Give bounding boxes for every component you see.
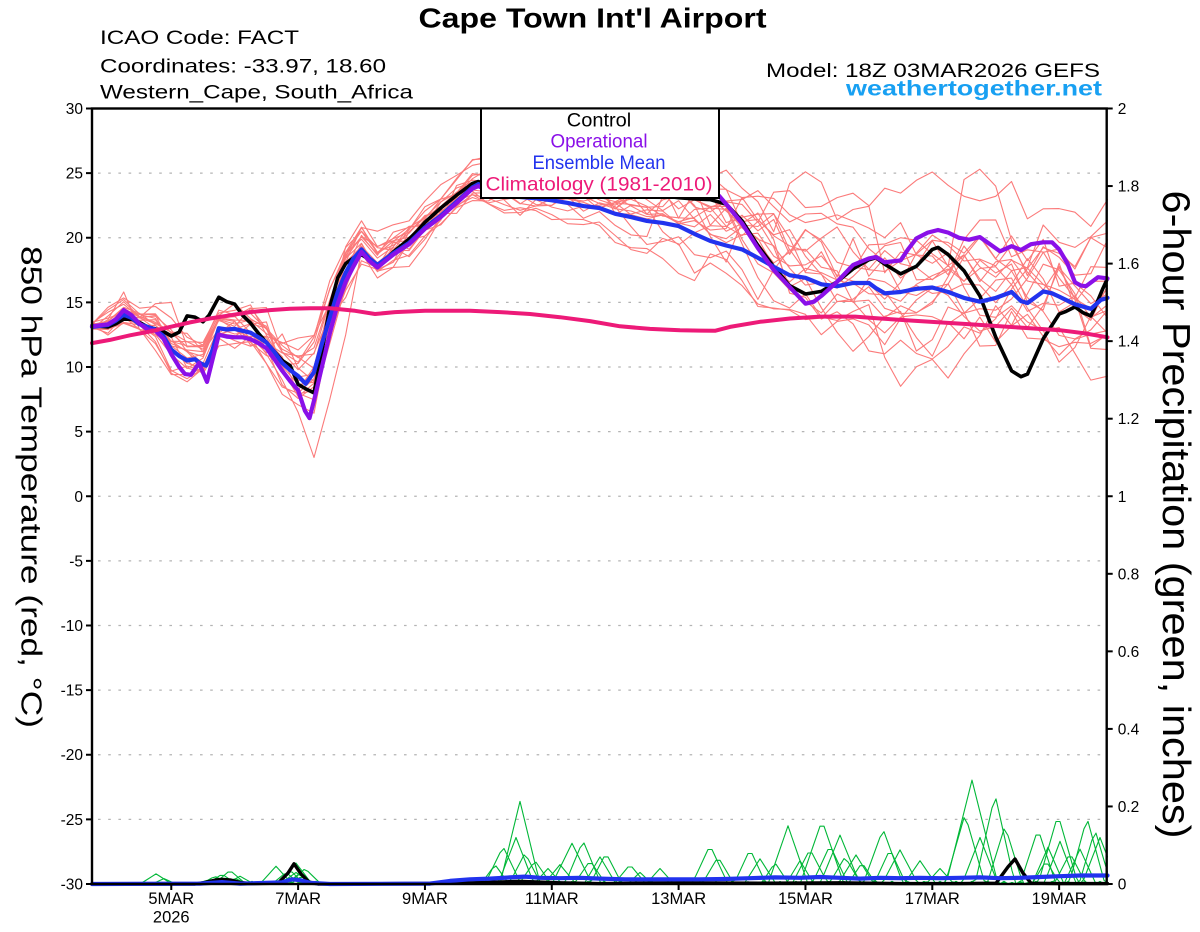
svg-text:7MAR: 7MAR (275, 890, 321, 908)
svg-text:1.2: 1.2 (1118, 411, 1140, 428)
svg-text:15MAR: 15MAR (778, 890, 833, 908)
svg-text:0.4: 0.4 (1118, 721, 1140, 738)
svg-text:-20: -20 (61, 747, 84, 764)
svg-text:1.4: 1.4 (1118, 334, 1140, 351)
svg-text:ICAO Code: FACT: ICAO Code: FACT (100, 27, 299, 49)
svg-text:Ensemble Mean: Ensemble Mean (533, 152, 666, 174)
svg-text:1: 1 (1118, 489, 1127, 506)
svg-text:10: 10 (66, 360, 84, 377)
svg-text:weathertogether.net: weathertogether.net (845, 78, 1102, 101)
svg-text:Operational: Operational (551, 131, 648, 153)
svg-text:-10: -10 (61, 618, 84, 635)
svg-text:2: 2 (1118, 101, 1127, 118)
svg-text:2026: 2026 (153, 909, 190, 927)
svg-text:0.6: 0.6 (1118, 644, 1140, 661)
svg-text:-15: -15 (61, 683, 83, 700)
svg-text:0.8: 0.8 (1118, 566, 1140, 583)
svg-text:6-hour Precipitation (green, i: 6-hour Precipitation (green, inches) (1154, 191, 1197, 839)
svg-text:-25: -25 (61, 812, 83, 829)
svg-text:25: 25 (66, 166, 83, 183)
svg-text:850 hPa Temperature (red, °C): 850 hPa Temperature (red, °C) (15, 246, 47, 728)
svg-text:1.8: 1.8 (1118, 179, 1140, 196)
svg-text:Western_Cape, South_Africa: Western_Cape, South_Africa (100, 82, 413, 104)
svg-text:5: 5 (74, 424, 83, 441)
svg-text:1.6: 1.6 (1118, 256, 1140, 273)
svg-text:5MAR: 5MAR (148, 890, 194, 908)
svg-text:19MAR: 19MAR (1032, 890, 1087, 908)
svg-text:Coordinates: -33.97, 18.60: Coordinates: -33.97, 18.60 (100, 56, 386, 78)
svg-text:Cape Town Int'l Airport: Cape Town Int'l Airport (419, 3, 767, 34)
svg-text:11MAR: 11MAR (525, 890, 579, 908)
svg-text:17MAR: 17MAR (905, 890, 960, 908)
svg-text:Control: Control (567, 110, 632, 132)
svg-text:Model: 18Z 03MAR2026 GEFS: Model: 18Z 03MAR2026 GEFS (766, 60, 1100, 82)
svg-text:15: 15 (66, 295, 83, 312)
svg-text:30: 30 (66, 101, 84, 118)
svg-text:-5: -5 (69, 553, 83, 570)
svg-text:0.2: 0.2 (1118, 799, 1140, 816)
svg-text:20: 20 (66, 230, 84, 247)
svg-text:13MAR: 13MAR (651, 890, 706, 908)
svg-text:0: 0 (74, 489, 83, 506)
svg-text:0: 0 (1118, 877, 1127, 894)
svg-text:-30: -30 (61, 877, 84, 894)
svg-text:Climatology (1981-2010): Climatology (1981-2010) (486, 174, 713, 196)
svg-text:9MAR: 9MAR (402, 890, 448, 908)
